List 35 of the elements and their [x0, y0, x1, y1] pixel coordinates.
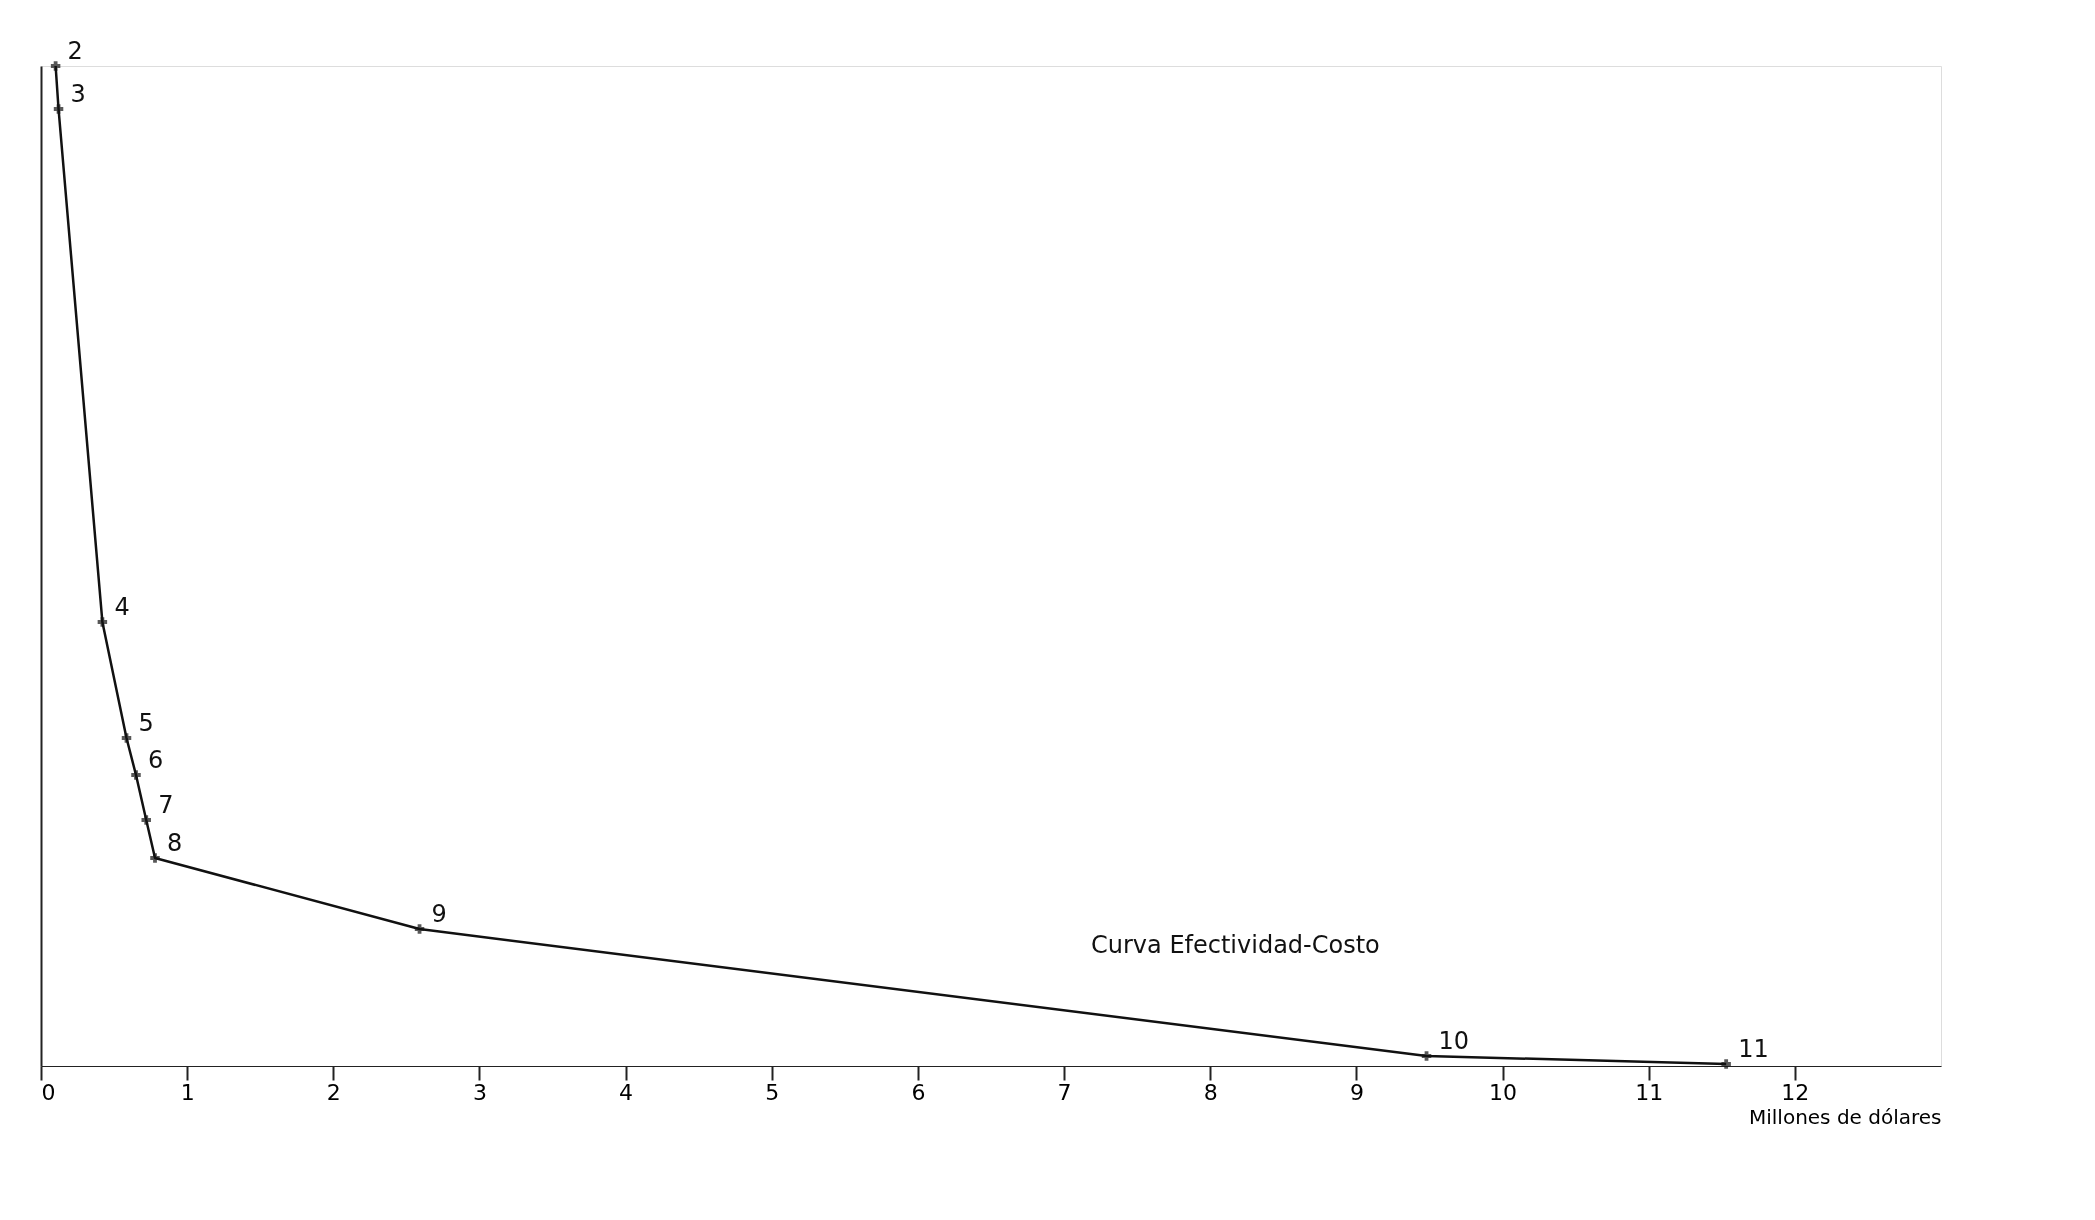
x-tick-label: 11: [1635, 1079, 1664, 1105]
annotation: 6: [148, 746, 164, 774]
point: [141, 815, 151, 825]
point: [121, 733, 132, 743]
annotation: 2: [67, 37, 83, 65]
annotation: 10: [1438, 1027, 1470, 1055]
point: [97, 617, 108, 627]
x-tick-label: 8: [1203, 1079, 1218, 1105]
point: [150, 853, 160, 863]
x-tick-label: 6: [911, 1079, 926, 1105]
x-axis-title: Millones de dólares: [1748, 1104, 1942, 1129]
x-tick-label: 2: [326, 1079, 341, 1105]
x-tick-label: 4: [619, 1079, 634, 1105]
x-tick-label: 12: [1781, 1079, 1810, 1105]
x-tick-label: 5: [765, 1079, 780, 1105]
annotation: Curva Efectividad-Costo: [1091, 931, 1380, 959]
point: [1421, 1051, 1432, 1061]
annotation: 11: [1738, 1035, 1769, 1063]
annotation: 9: [431, 900, 447, 928]
annotation: 7: [158, 791, 174, 819]
x-tick-label: 10: [1489, 1079, 1518, 1105]
point: [1721, 1059, 1731, 1069]
point: [50, 61, 61, 71]
x-tick-label: 7: [1057, 1079, 1072, 1105]
x-tick-label: 1: [180, 1079, 195, 1105]
point: [414, 924, 425, 934]
annotation: 8: [167, 829, 183, 857]
x-tick-label: 0: [41, 1079, 56, 1105]
annotation: 4: [114, 593, 130, 621]
point: [53, 104, 64, 114]
point: [131, 770, 141, 780]
annotation: 5: [138, 709, 154, 737]
annotation: 3: [70, 80, 86, 108]
x-tick-label: 9: [1349, 1079, 1364, 1105]
x-tick-label: 3: [472, 1079, 487, 1105]
